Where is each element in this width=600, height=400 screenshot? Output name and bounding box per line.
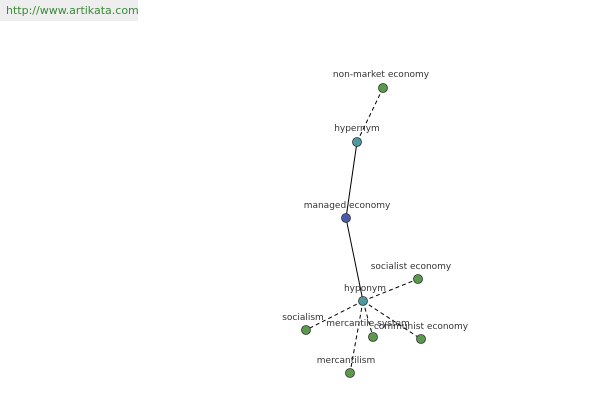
edge bbox=[305, 300, 364, 331]
edge bbox=[356, 87, 384, 143]
node[interactable] bbox=[416, 334, 426, 344]
node-label[interactable]: communist economy bbox=[374, 322, 469, 332]
node[interactable] bbox=[413, 274, 423, 284]
node-label[interactable]: hyponym bbox=[344, 284, 386, 294]
edge bbox=[362, 300, 422, 340]
node[interactable] bbox=[352, 137, 362, 147]
node-label[interactable]: hypernym bbox=[334, 124, 380, 134]
node-label[interactable]: mercantile system bbox=[326, 319, 409, 329]
node[interactable] bbox=[378, 83, 388, 93]
site-url[interactable]: http://www.artikata.com bbox=[0, 0, 139, 21]
node[interactable] bbox=[345, 368, 355, 378]
node-label[interactable]: socialism bbox=[282, 313, 324, 323]
edge bbox=[362, 278, 419, 302]
node-label[interactable]: socialist economy bbox=[371, 262, 452, 272]
edge bbox=[345, 141, 358, 219]
edge bbox=[345, 217, 364, 302]
node[interactable] bbox=[301, 325, 311, 335]
edge bbox=[362, 300, 374, 338]
node[interactable] bbox=[368, 332, 378, 342]
node-label[interactable]: managed economy bbox=[304, 201, 391, 211]
node[interactable] bbox=[358, 296, 368, 306]
node[interactable] bbox=[341, 213, 351, 223]
node-label[interactable]: mercantilism bbox=[317, 356, 375, 366]
edge bbox=[349, 300, 364, 374]
node-label[interactable]: non-market economy bbox=[333, 70, 430, 80]
